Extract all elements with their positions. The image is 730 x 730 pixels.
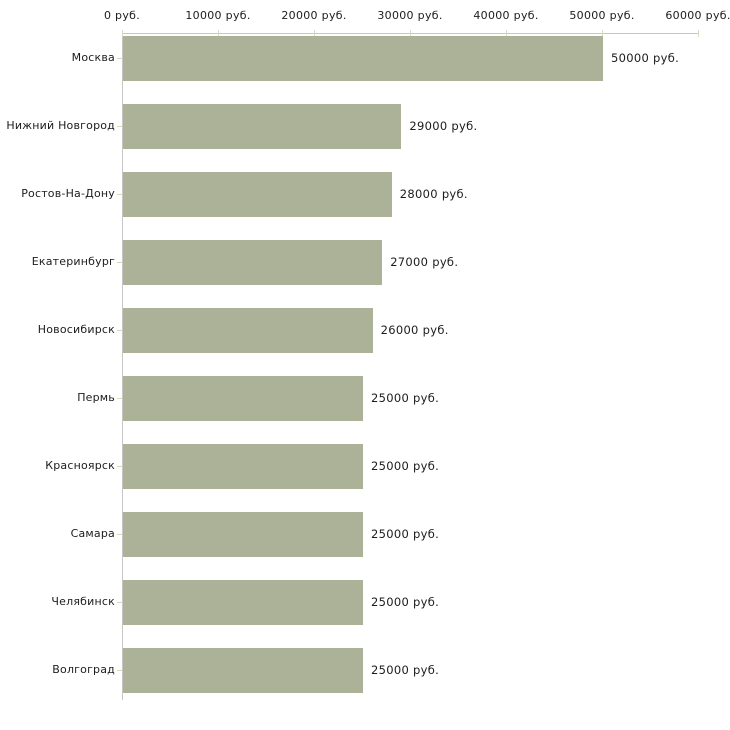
bar: [123, 36, 603, 81]
bar: [123, 376, 363, 421]
x-tick-label: 60000 руб.: [665, 9, 730, 22]
value-label: 25000 руб.: [371, 663, 440, 677]
y-axis-tick: [117, 330, 122, 331]
y-axis-tick: [117, 194, 122, 195]
bar: [123, 580, 363, 625]
category-label: Челябинск: [51, 595, 115, 608]
x-axis-tick: [698, 30, 699, 37]
value-label: 27000 руб.: [390, 255, 459, 269]
y-axis-tick: [117, 126, 122, 127]
y-axis-tick: [117, 466, 122, 467]
bar: [123, 172, 392, 217]
bar: [123, 512, 363, 557]
value-label: 26000 руб.: [380, 323, 449, 337]
x-tick-label: 40000 руб.: [473, 9, 539, 22]
bar: [123, 308, 373, 353]
x-tick-label: 20000 руб.: [281, 9, 347, 22]
category-label: Екатеринбург: [31, 255, 115, 268]
value-label: 25000 руб.: [371, 527, 440, 541]
y-axis-tick: [117, 534, 122, 535]
bar: [123, 104, 402, 149]
category-label: Ростов-На-Дону: [21, 187, 115, 200]
y-axis-line: [122, 33, 123, 700]
x-axis-tick: [506, 30, 507, 37]
category-label: Новосибирск: [37, 323, 115, 336]
bar: [123, 648, 363, 693]
value-label: 25000 руб.: [371, 459, 440, 473]
x-axis-tick: [410, 30, 411, 37]
y-axis-tick: [117, 670, 122, 671]
category-label: Волгоград: [52, 663, 115, 676]
x-tick-label: 0 руб.: [103, 9, 141, 22]
category-label: Москва: [71, 51, 115, 64]
category-label: Красноярск: [45, 459, 115, 472]
x-axis-tick: [122, 30, 123, 37]
x-axis-tick: [314, 30, 315, 37]
value-label: 50000 руб.: [611, 51, 680, 65]
x-tick-label: 50000 руб.: [569, 9, 635, 22]
x-tick-label: 30000 руб.: [377, 9, 443, 22]
category-label: Пермь: [77, 391, 115, 404]
category-label: Самара: [70, 527, 115, 540]
x-axis-tick: [602, 30, 603, 37]
value-label: 25000 руб.: [371, 595, 440, 609]
bar: [123, 240, 383, 285]
y-axis-tick: [117, 58, 122, 59]
x-tick-label: 10000 руб.: [185, 9, 251, 22]
value-label: 29000 руб.: [409, 119, 478, 133]
y-axis-tick: [117, 602, 122, 603]
category-label: Нижний Новгород: [6, 119, 115, 132]
value-label: 25000 руб.: [371, 391, 440, 405]
x-axis-tick: [218, 30, 219, 37]
bar: [123, 444, 363, 489]
y-axis-tick: [117, 262, 122, 263]
y-axis-tick: [117, 398, 122, 399]
value-label: 28000 руб.: [399, 187, 468, 201]
